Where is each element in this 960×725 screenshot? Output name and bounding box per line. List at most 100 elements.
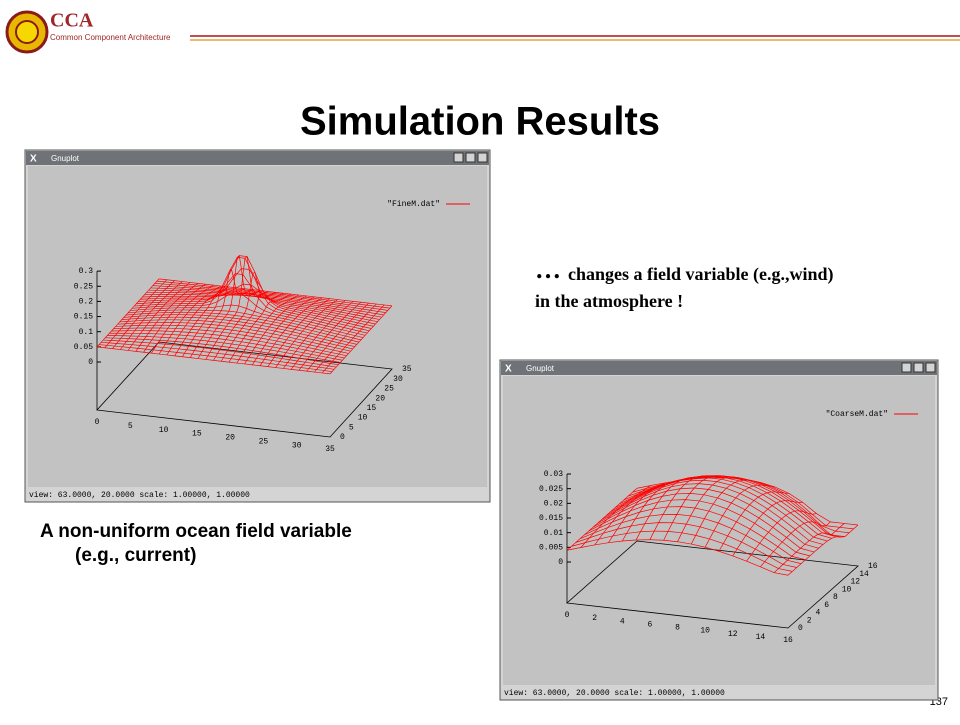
surface-mesh [152,285,386,313]
status-bar: view: 63.0000, 20.0000 scale: 1.00000, 1… [504,689,725,698]
surface-mesh [601,483,824,545]
window-icon: X [30,154,37,165]
annotation: in the atmosphere ! [535,291,683,311]
window-button [453,152,464,163]
z-tick-label: 0.01 [544,529,563,538]
y-tick-label: 0 [340,433,345,442]
plot-area [503,376,935,685]
y-tick-label: 15 [367,404,377,413]
surface-mesh [321,304,385,374]
y-tick-label: 10 [358,414,368,423]
surface-mesh [704,484,776,548]
logo-subtitle: Common Component Architecture [50,33,171,42]
z-tick-label: 0.05 [74,343,93,352]
surface-mesh [158,278,393,307]
surface-mesh [760,521,831,568]
y-tick-label: 6 [824,601,829,610]
window-button [925,362,936,373]
surface-mesh [306,302,369,372]
y-tick-label: 12 [851,578,861,587]
surface-mesh [566,539,789,576]
x-tick-label: 12 [728,630,738,639]
window-icon: X [505,364,512,375]
z-tick-label: 0.015 [539,514,563,523]
surface-mesh [628,475,850,534]
x-tick-label: 6 [647,620,652,629]
caption: (e.g., current) [75,545,196,566]
surface-mesh [150,287,384,316]
logo-text: CCA [50,10,94,32]
surface-mesh [156,280,390,309]
z-tick-label: 0.03 [544,470,563,479]
legend-label: "CoarseM.dat" [826,410,888,419]
z-tick-label: 0.025 [539,485,563,494]
z-tick-label: 0 [88,358,93,367]
caption: A non-uniform ocean field variable [40,521,352,542]
x-tick-label: 15 [192,430,202,439]
x-tick-label: 30 [292,441,302,450]
gnuplot-window: X Gnuplot view: 63.0000, 20.0000 scale: 1.… [24,149,491,503]
window-title: Gnuplot [526,364,555,373]
surface-mesh [610,477,832,539]
z-tick-label: 0.15 [74,313,93,322]
surface-mesh [314,303,377,373]
window-button [901,362,912,373]
x-tick-label: 14 [756,633,766,642]
y-tick-label: 35 [402,365,412,374]
x-tick-label: 0 [95,418,100,427]
surface-mesh [329,305,393,375]
surface-mesh [636,477,859,526]
y-tick-label: 20 [375,394,385,403]
x-tick-label: 8 [675,624,680,633]
x-tick-label: 0 [565,611,570,620]
z-tick-label: 0.3 [79,267,94,276]
x-tick-label: 25 [259,437,269,446]
y-tick-label: 8 [833,593,838,602]
x-tick-label: 16 [783,636,793,645]
status-bar: view: 63.0000, 20.0000 scale: 1.00000, 1… [29,491,250,500]
surface-mesh [732,500,803,557]
logo [5,10,49,54]
y-tick-label: 14 [859,570,869,579]
surface-mesh [154,283,388,311]
y-tick-label: 4 [816,609,821,618]
x-tick-label: 20 [225,434,235,443]
window-button [913,362,924,373]
z-tick-label: 0.25 [74,282,93,291]
surface-mesh [148,289,382,318]
surface-mesh [787,524,859,576]
legend-label: "FineM.dat" [387,200,440,209]
title-bar [501,361,937,375]
y-tick-label: 2 [807,616,812,625]
title-bar [26,151,489,165]
window-title: Gnuplot [51,154,80,163]
slide-title: Simulation Results [300,100,660,144]
y-tick-label: 5 [349,423,354,432]
z-tick-label: 0.02 [544,499,563,508]
z-tick-label: 0.1 [79,328,94,337]
base-box [96,341,393,438]
window-button [465,152,476,163]
plot-area [28,166,487,487]
x-tick-label: 10 [159,426,169,435]
y-tick-label: 10 [842,585,852,594]
z-tick-label: 0.2 [79,298,94,307]
y-tick-label: 25 [384,385,394,394]
x-tick-label: 35 [325,445,335,454]
ellipsis: … [535,255,561,284]
z-tick-label: 0.005 [539,543,563,552]
x-tick-label: 10 [700,627,710,636]
x-tick-label: 4 [620,617,625,626]
gnuplot-window: X Gnuplot view: 63.0000, 20.0000 scale: 1.… [499,359,939,701]
y-tick-label: 16 [868,562,878,571]
surface-mesh [773,523,845,573]
surface-mesh [298,301,362,371]
x-tick-label: 5 [128,422,133,431]
window-button [477,152,488,163]
y-tick-label: 0 [798,624,803,633]
surface-mesh [718,491,789,552]
y-tick-label: 30 [393,375,403,384]
